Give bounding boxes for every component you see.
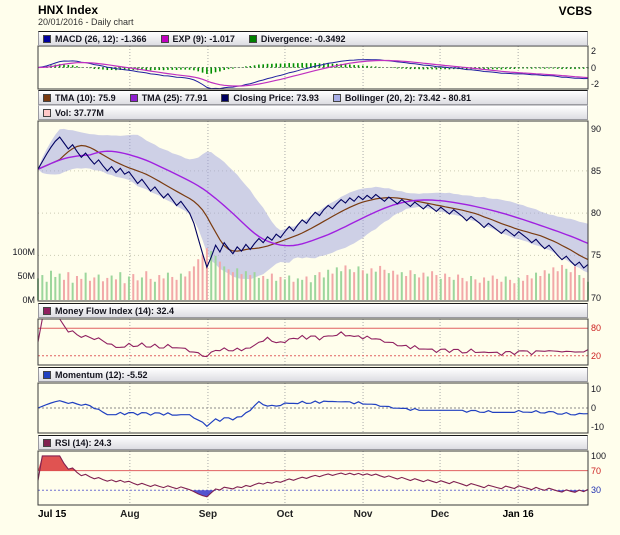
- legend-item: Vol: 37.77M: [43, 108, 104, 118]
- legend-label: Bollinger (20, 2): 73.42 - 80.81: [344, 92, 471, 103]
- legend-swatch-icon: [332, 93, 341, 102]
- legend-label: Money Flow Index (14): 32.4: [55, 305, 175, 316]
- legend-label: EXP (9): -1.017: [172, 33, 235, 44]
- y-axis-label: -10: [591, 422, 605, 433]
- y-axis-label: 80: [591, 323, 602, 334]
- rsi-legend: RSI (14): 24.3: [38, 435, 588, 450]
- legend-label: Momentum (12): -5.52: [55, 369, 148, 380]
- x-axis-label: Oct: [276, 509, 294, 520]
- legend-label: Divergence: -0.3492: [260, 33, 346, 44]
- legend-item: Money Flow Index (14): 32.4: [43, 306, 174, 316]
- legend-swatch-icon: [43, 370, 51, 379]
- x-axis-label: Nov: [353, 509, 373, 520]
- volume-legend: Vol: 37.77M: [38, 105, 588, 120]
- legend-swatch-icon: [221, 93, 230, 102]
- legend-label: Vol: 37.77M: [55, 107, 104, 118]
- mfi-legend: Money Flow Index (14): 32.4: [38, 303, 588, 318]
- legend-item: TMA (25): 77.91: [129, 92, 208, 103]
- y-axis-label: 90: [591, 123, 602, 134]
- y-axis-label: 30: [591, 485, 602, 496]
- y-axis-label: 70: [591, 465, 602, 476]
- chart-title: HNX Index: [38, 3, 99, 17]
- legend-swatch-icon: [43, 306, 51, 315]
- legend-item: EXP (9): -1.017: [160, 33, 235, 44]
- y-axis-label: 10: [591, 383, 602, 394]
- y-axis-label: 0: [591, 62, 597, 73]
- legend-swatch-icon: [43, 34, 51, 43]
- legend-item: RSI (14): 24.3: [43, 438, 112, 448]
- x-axis-label: Aug: [120, 509, 140, 520]
- legend-item: Divergence: -0.3492: [248, 33, 346, 44]
- y-axis-label: 75: [591, 250, 602, 261]
- momentum-legend: Momentum (12): -5.52: [38, 367, 588, 382]
- x-axis-label: Dec: [430, 509, 450, 520]
- legend-swatch-icon: [248, 34, 257, 43]
- volume-axis-label: 0M: [22, 295, 35, 305]
- legend-item: Momentum (12): -5.52: [43, 370, 148, 380]
- price-legend: TMA (10): 75.9 TMA (25): 77.91 Closing Pri…: [38, 90, 588, 105]
- legend-label: TMA (25): 77.91: [141, 92, 208, 103]
- legend-swatch-icon: [43, 93, 51, 102]
- y-axis-label: -2: [591, 79, 600, 90]
- legend-label: RSI (14): 24.3: [55, 437, 112, 448]
- x-axis-label: Jan 16: [502, 509, 534, 520]
- legend-item: Bollinger (20, 2): 73.42 - 80.81: [332, 92, 471, 103]
- legend-swatch-icon: [43, 438, 51, 447]
- y-axis-label: 2: [591, 45, 597, 56]
- y-axis-label: 0: [591, 403, 597, 413]
- legend-label: Closing Price: 73.93: [233, 92, 319, 103]
- y-axis-label: 85: [591, 165, 602, 176]
- legend-item: MACD (26, 12): -1.366: [43, 34, 147, 44]
- legend-swatch-icon: [160, 34, 169, 43]
- y-axis-label: 100: [591, 450, 607, 461]
- y-axis-label: 70: [591, 292, 602, 303]
- legend-item: TMA (10): 75.9: [43, 93, 116, 103]
- chart-subtitle: 20/01/2016 - Daily chart: [38, 17, 134, 27]
- y-axis-label: 20: [591, 350, 602, 361]
- brand-logo: VCBS: [558, 4, 592, 18]
- volume-axis-label: 50M: [17, 271, 35, 281]
- legend-label: MACD (26, 12): -1.366: [55, 33, 147, 44]
- legend-label: TMA (10): 75.9: [55, 92, 116, 103]
- macd-legend: MACD (26, 12): -1.366 EXP (9): -1.017 Dive…: [38, 31, 588, 46]
- volume-axis-label: 100M: [12, 247, 35, 257]
- x-axis-label: Sep: [198, 509, 218, 520]
- legend-swatch-icon: [43, 108, 51, 117]
- y-axis-label: 80: [591, 208, 602, 219]
- x-axis-label: Jul 15: [38, 509, 67, 520]
- legend-swatch-icon: [129, 93, 138, 102]
- legend-item: Closing Price: 73.93: [221, 93, 319, 103]
